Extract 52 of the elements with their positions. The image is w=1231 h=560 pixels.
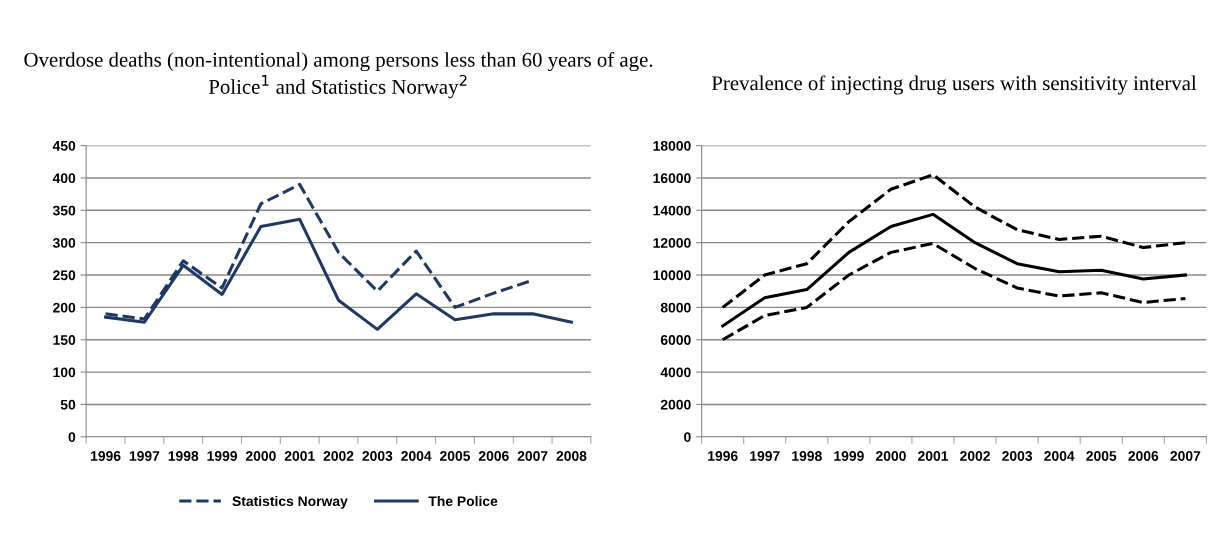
y-tick-label: 4000 — [660, 367, 691, 378]
legend-label: Statistics Norway — [232, 495, 348, 509]
x-tick-label: 1998 — [168, 451, 199, 461]
x-tick-label: 1998 — [792, 451, 822, 461]
y-tick-label: 10000 — [653, 270, 691, 281]
x-tick-label: 1996 — [708, 451, 738, 461]
x-tick-label: 2001 — [918, 451, 949, 461]
line-series — [721, 173, 1187, 309]
x-tick-label: 2004 — [401, 451, 432, 461]
y-tick-label: 14000 — [653, 205, 691, 216]
line-series — [721, 212, 1187, 328]
y-tick-label: 400 — [52, 173, 76, 184]
x-tick-label: 2002 — [960, 451, 990, 461]
y-tick-label: 250 — [53, 270, 76, 281]
x-tick-label: 1999 — [207, 451, 237, 461]
y-tick-label: 300 — [52, 238, 76, 248]
x-tick-label: 1996 — [91, 451, 121, 461]
x-tick-label: 1999 — [834, 451, 864, 461]
x-tick-label: 1997 — [129, 451, 160, 461]
x-tick-label: 2002 — [323, 451, 354, 461]
x-tick-label: 2007 — [1170, 451, 1201, 461]
x-tick-label: 2001 — [284, 451, 315, 461]
line-series — [721, 241, 1187, 342]
legend-label: The Police — [428, 495, 498, 507]
y-tick-label: 0 — [684, 432, 691, 442]
y-tick-label: 2000 — [660, 399, 691, 410]
x-tick-label: 2005 — [1086, 451, 1117, 461]
x-tick-label: 2003 — [362, 451, 393, 461]
x-tick-label: 2004 — [1044, 451, 1075, 461]
x-tick-label: 2000 — [875, 451, 906, 461]
x-tick-label: 2005 — [440, 451, 471, 461]
y-tick-label: 12000 — [653, 238, 691, 248]
y-tick-label: 16000 — [653, 173, 691, 184]
y-tick-label: 450 — [52, 140, 76, 151]
x-tick-label: 2008 — [556, 451, 587, 461]
x-tick-label: 1997 — [750, 451, 780, 461]
y-tick-label: 6000 — [660, 335, 691, 345]
y-tick-label: 0 — [68, 432, 76, 442]
y-tick-label: 8000 — [660, 302, 691, 313]
y-tick-label: 350 — [52, 205, 76, 216]
x-tick-label: 2003 — [1002, 451, 1033, 461]
y-tick-label: 18000 — [653, 140, 691, 151]
y-tick-label: 150 — [53, 335, 76, 345]
chart-title: Prevalence of injecting drug users with sensitivity interval — [711, 75, 1197, 95]
y-tick-label: 200 — [53, 302, 76, 313]
x-tick-label: 2006 — [1128, 451, 1159, 461]
x-tick-label: 2000 — [245, 451, 276, 461]
y-tick-label: 50 — [60, 399, 76, 410]
x-tick-label: 2006 — [478, 451, 509, 461]
y-tick-label: 100 — [53, 367, 76, 378]
x-tick-label: 2007 — [517, 451, 548, 461]
chart-title: Overdose deaths (non-intentional) among persons less than 60 years of age. Police$^{1}$ and Statistics Norway$^{2}$ — [24, 51, 653, 99]
